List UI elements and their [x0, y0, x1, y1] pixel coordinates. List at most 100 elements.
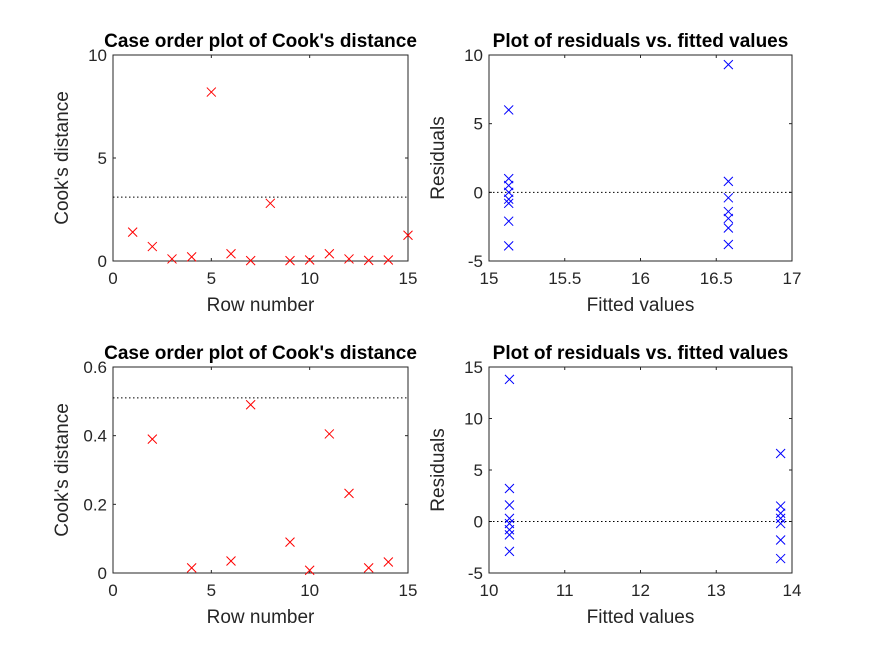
x-tick-label: 0: [108, 581, 117, 600]
x-tick-label: 15: [399, 269, 418, 288]
data-point: [383, 557, 394, 567]
data-point: [723, 206, 734, 217]
y-axis-label: Cook's distance: [52, 403, 73, 537]
y-tick-label: 0.6: [83, 358, 107, 377]
y-tick-label: 0: [474, 183, 483, 202]
data-point: [324, 429, 335, 439]
data-point: [304, 255, 315, 265]
data-point: [504, 546, 515, 557]
data-point: [723, 59, 734, 70]
data-point: [245, 399, 256, 410]
x-tick-label: 16.5: [700, 269, 733, 288]
data-point: [147, 241, 158, 252]
y-tick-label: 0: [98, 564, 107, 583]
data-point: [304, 565, 315, 576]
axes-frame: [488, 366, 793, 574]
data-point: [265, 198, 276, 209]
data-point: [167, 254, 177, 264]
x-tick-label: 0: [108, 269, 117, 288]
data-point: [775, 501, 786, 511]
x-tick-label: 14: [783, 581, 802, 600]
data-point: [363, 562, 374, 573]
data-point: [723, 213, 734, 224]
x-tick-label: 10: [480, 581, 499, 600]
x-tick-label: 16: [631, 269, 650, 288]
y-tick-label: 0.2: [83, 495, 107, 514]
y-tick-label: 0: [98, 252, 107, 271]
data-point: [383, 255, 394, 265]
data-point: [723, 176, 734, 187]
x-axis-label: Row number: [207, 295, 315, 316]
data-point: [504, 513, 515, 524]
y-tick-label: 15: [464, 358, 483, 377]
data-point: [504, 530, 515, 540]
x-tick-label: 17: [783, 269, 802, 288]
y-tick-label: 0.4: [83, 427, 107, 446]
data-point: [775, 448, 786, 459]
data-point: [503, 241, 514, 251]
y-tick-label: 5: [98, 149, 107, 168]
data-point: [775, 513, 786, 524]
data-point: [324, 248, 335, 259]
data-point: [344, 488, 354, 499]
data-point: [503, 198, 514, 209]
subplot-tr: 15 15.5 16 16.5 17 -5 0 5 10 Plot of residuals vs…: [428, 31, 801, 316]
data-point: [503, 173, 514, 184]
data-point: [285, 255, 295, 266]
x-axis-label: Row number: [207, 607, 315, 628]
data-point: [186, 562, 197, 573]
data-point: [503, 180, 514, 191]
data-point: [723, 239, 734, 250]
x-tick-label: 11: [556, 581, 574, 600]
data-point: [504, 500, 515, 510]
y-tick-label: -5: [468, 564, 483, 583]
subplot-br: 10 11 12 13 14 -5 0 5 10 15 Plot of residuals vs. …: [428, 343, 801, 628]
data-point: [285, 537, 295, 547]
chart-title: Case order plot of Cook's distance: [104, 31, 417, 52]
y-tick-label: 10: [464, 46, 483, 65]
y-tick-label: 5: [474, 461, 483, 480]
y-tick-label: 10: [88, 46, 107, 65]
data-point: [775, 553, 786, 564]
y-tick-label: 0: [474, 513, 483, 532]
data-point: [147, 434, 158, 444]
x-tick-label: 5: [207, 581, 216, 600]
data-point: [245, 255, 256, 266]
chart-title: Plot of residuals vs. fitted values: [493, 343, 789, 364]
data-point: [503, 105, 514, 115]
data-point: [344, 254, 354, 264]
x-tick-label: 12: [631, 581, 650, 600]
data-point: [503, 216, 514, 227]
data-point: [775, 508, 786, 519]
data-point: [127, 227, 138, 238]
data-point: [206, 87, 217, 97]
data-point: [363, 255, 374, 266]
x-tick-label: 10: [300, 581, 319, 600]
x-axis-label: Fitted values: [587, 295, 695, 316]
data-point: [775, 535, 786, 545]
data-point: [503, 187, 514, 198]
x-tick-label: 15.5: [548, 269, 581, 288]
data-point: [775, 518, 786, 529]
y-axis-label: Cook's distance: [52, 91, 73, 225]
x-axis-label: Fitted values: [587, 607, 695, 628]
y-tick-label: -5: [468, 252, 483, 271]
y-tick-label: 10: [464, 410, 483, 429]
data-point: [504, 483, 515, 494]
chart-title: Case order plot of Cook's distance: [104, 343, 417, 364]
y-axis-label: Residuals: [428, 428, 449, 511]
data-point: [504, 374, 515, 385]
data-point: [504, 524, 515, 535]
axes-frame: [112, 366, 409, 574]
data-point: [723, 192, 734, 203]
data-point: [403, 230, 413, 241]
x-tick-label: 13: [707, 581, 726, 600]
axes-frame: [488, 54, 793, 262]
data-point: [226, 556, 236, 566]
data-point: [723, 223, 734, 233]
y-axis-label: Residuals: [428, 116, 449, 199]
x-tick-label: 15: [480, 269, 499, 288]
